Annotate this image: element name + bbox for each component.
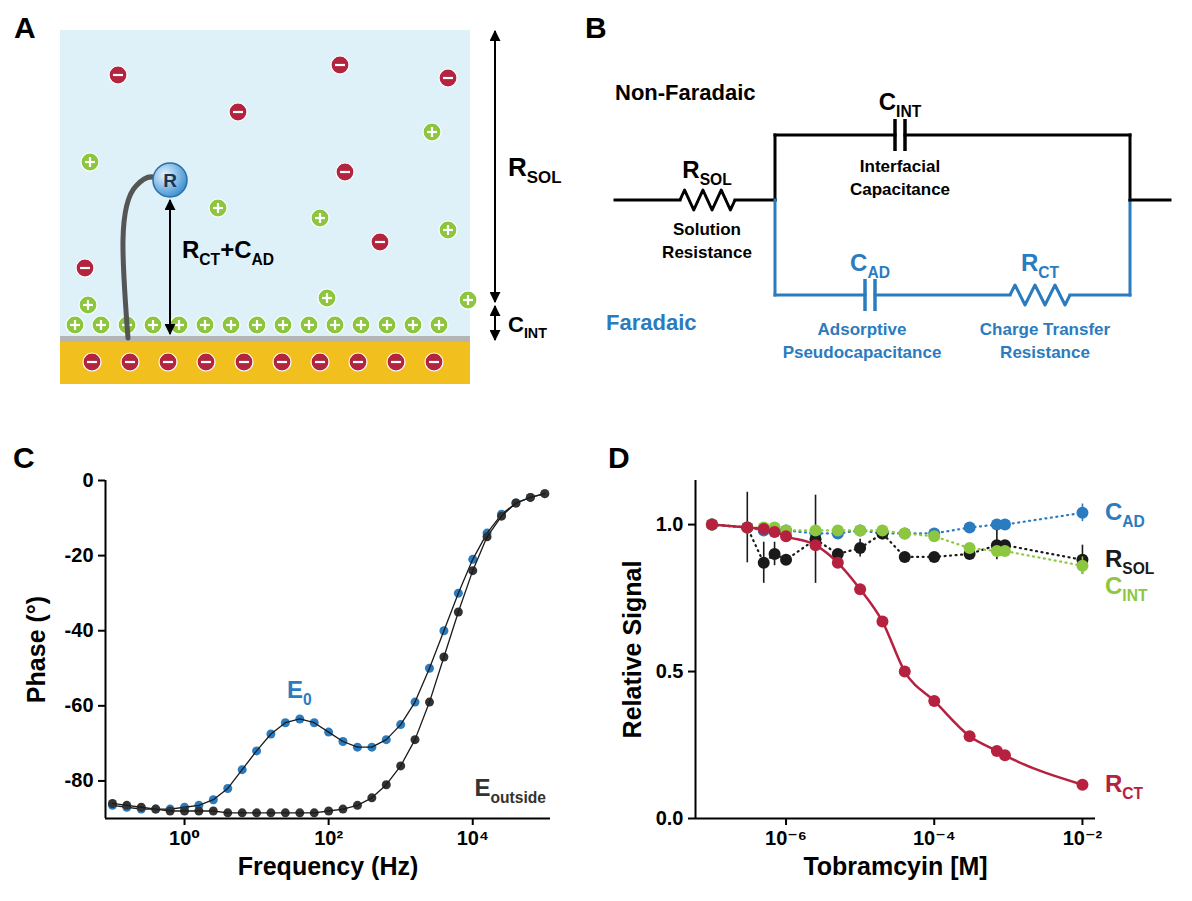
svg-text:RSOL: RSOL — [508, 152, 562, 187]
svg-text:10²: 10² — [314, 827, 343, 849]
svg-text:-40: -40 — [65, 619, 94, 641]
svg-text:CINT: CINT — [879, 88, 922, 120]
svg-text:Phase (°): Phase (°) — [22, 596, 50, 703]
svg-text:D: D — [608, 441, 630, 474]
svg-text:Resistance: Resistance — [1000, 343, 1090, 362]
svg-text:Frequency (Hz): Frequency (Hz) — [238, 852, 419, 880]
svg-text:0.0: 0.0 — [656, 807, 684, 829]
svg-text:B: B — [585, 11, 607, 44]
svg-text:Faradaic: Faradaic — [606, 310, 697, 335]
svg-text:CAD: CAD — [1105, 498, 1145, 530]
svg-text:Capacitance: Capacitance — [850, 180, 950, 199]
svg-text:Pseudocapacitance: Pseudocapacitance — [783, 343, 942, 362]
svg-text:RSOL: RSOL — [1105, 545, 1155, 578]
svg-text:RCT: RCT — [1105, 770, 1144, 802]
svg-text:10⁰: 10⁰ — [169, 827, 200, 849]
svg-text:CAD: CAD — [850, 249, 890, 281]
svg-text:RCT+CAD: RCT+CAD — [182, 236, 274, 268]
svg-text:C: C — [13, 441, 35, 474]
svg-text:Relative Signal: Relative Signal — [618, 561, 646, 739]
svg-text:10⁴: 10⁴ — [457, 827, 489, 849]
svg-text:CINT: CINT — [508, 312, 547, 341]
svg-text:CINT: CINT — [1105, 572, 1148, 604]
svg-text:10⁻⁶: 10⁻⁶ — [765, 827, 807, 849]
svg-text:Interfacial: Interfacial — [860, 157, 940, 176]
svg-text:Solution: Solution — [673, 220, 741, 239]
svg-text:10⁻⁴: 10⁻⁴ — [913, 827, 956, 849]
svg-text:Non-Faradaic: Non-Faradaic — [615, 80, 756, 105]
svg-text:RCT: RCT — [1021, 249, 1060, 281]
svg-text:0: 0 — [82, 469, 93, 491]
svg-text:Charge Transfer: Charge Transfer — [980, 320, 1111, 339]
svg-text:-80: -80 — [65, 769, 94, 791]
svg-text:Tobramcyin [M]: Tobramcyin [M] — [803, 852, 987, 880]
svg-text:RSOL: RSOL — [682, 156, 732, 188]
svg-text:-20: -20 — [65, 544, 94, 566]
svg-text:Resistance: Resistance — [662, 243, 752, 262]
svg-text:Eoutside: Eoutside — [475, 774, 547, 806]
svg-text:E0: E0 — [287, 676, 312, 708]
svg-text:1.0: 1.0 — [656, 513, 684, 535]
svg-text:-60: -60 — [65, 694, 94, 716]
svg-text:10⁻²: 10⁻² — [1063, 827, 1103, 849]
svg-text:Adsorptive: Adsorptive — [818, 320, 907, 339]
svg-text:R: R — [163, 170, 177, 191]
svg-text:0.5: 0.5 — [656, 660, 684, 682]
svg-text:A: A — [14, 11, 36, 44]
